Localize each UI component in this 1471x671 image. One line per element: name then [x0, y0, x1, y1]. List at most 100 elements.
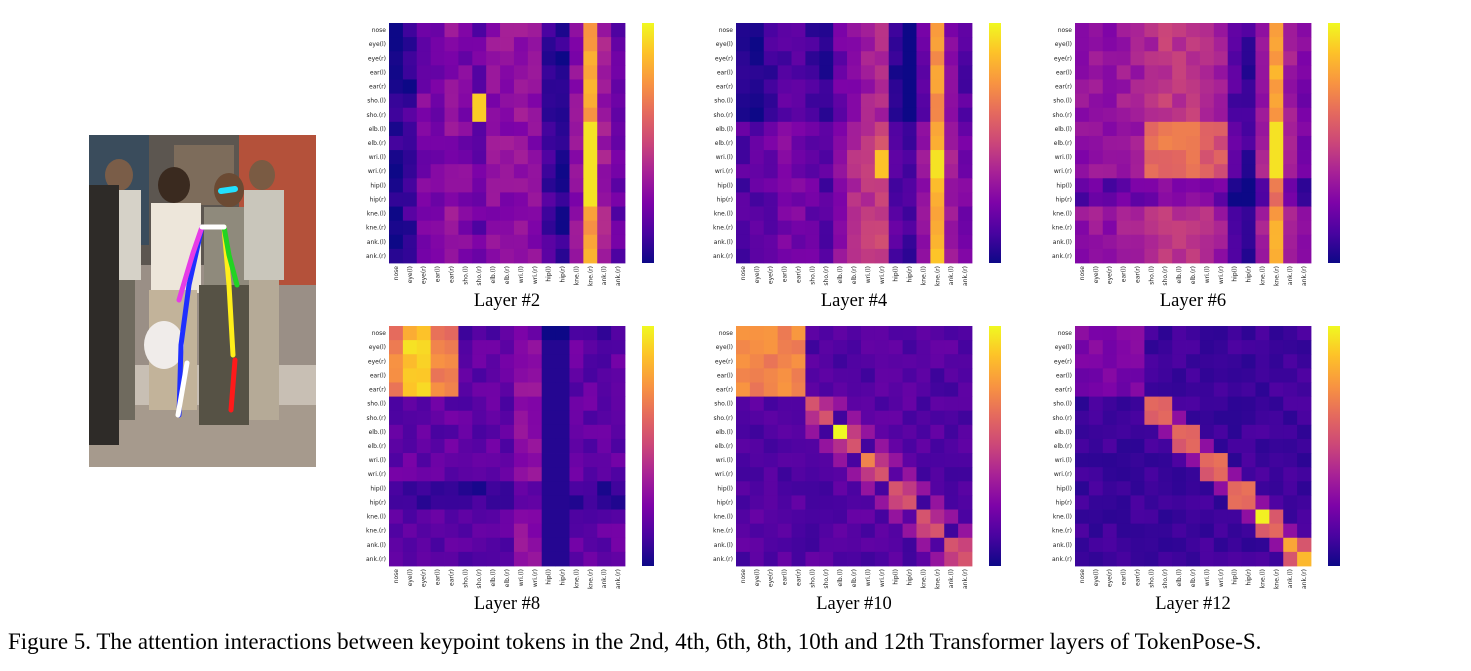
heatmap-cell [847, 93, 862, 109]
heatmap-cell [500, 206, 515, 222]
heatmap-cell [1241, 354, 1256, 369]
heatmap-cell [777, 23, 792, 38]
heatmap-cell [541, 509, 556, 525]
heatmap-cell [472, 79, 487, 94]
heatmap-cell [930, 453, 945, 468]
heatmap-cell [1144, 326, 1159, 341]
y-tick-label: sho.(r) [1052, 415, 1072, 422]
heatmap-cell [1130, 551, 1145, 567]
heatmap-cell [1199, 79, 1215, 94]
heatmap-cell [430, 537, 445, 553]
y-tick-label: hip(r) [1056, 499, 1072, 506]
x-tick-label: nose [740, 266, 747, 281]
heatmap-cell [888, 509, 903, 525]
heatmap-cell [736, 467, 751, 482]
heatmap-cell [555, 481, 570, 496]
heatmap-cell [847, 424, 862, 440]
heatmap-cell [1186, 410, 1201, 426]
heatmap-cell [1227, 178, 1242, 193]
heatmap-cell [583, 396, 598, 412]
heatmap-cell [1241, 206, 1256, 222]
heatmap-cell [1283, 37, 1298, 52]
heatmap-cell [1144, 495, 1159, 510]
heatmap-cell [1075, 382, 1090, 397]
heatmap-cell [541, 326, 556, 341]
heatmap-cell [860, 340, 876, 355]
heatmap-cell [500, 65, 515, 80]
heatmap-cell [1186, 438, 1201, 454]
heatmap-cell [611, 424, 626, 440]
heatmap-cell [860, 178, 876, 193]
heatmap-cell [1116, 192, 1131, 207]
heatmap-cell [860, 509, 876, 525]
heatmap-cell [763, 51, 779, 66]
heatmap-cell [819, 135, 834, 151]
heatmap-cell [791, 178, 806, 193]
heatmap-cell [1199, 424, 1215, 440]
x-tick-label: sho.(l) [809, 266, 816, 285]
heatmap-cell [472, 410, 487, 426]
heatmap-cell [430, 178, 445, 193]
heatmap-cell [874, 340, 890, 355]
heatmap-cell [1130, 206, 1145, 222]
heatmap-cell [833, 206, 848, 222]
x-tick-label: wri.(r) [532, 569, 539, 587]
x-tick-label: kne.(r) [934, 266, 941, 286]
heatmap-cell [874, 79, 890, 94]
heatmap-cell [1269, 495, 1284, 510]
heatmap-cell [777, 37, 792, 52]
heatmap-cell [749, 537, 765, 553]
heatmap-cell [416, 121, 432, 137]
heatmap-cell [1227, 93, 1242, 109]
heatmap-cell [486, 467, 501, 482]
heatmap-cell [1297, 23, 1312, 38]
heatmap-cell [1297, 340, 1312, 355]
heatmap-cell [402, 234, 418, 250]
heatmap-cell [874, 410, 890, 426]
heatmap-cell [500, 23, 515, 38]
heatmap-layer-panel: noseeye(l)eye(r)ear(l)ear(r)sho.(l)sho.(… [713, 23, 1001, 311]
heatmap-cell [486, 107, 501, 123]
heatmap-cell [916, 121, 931, 137]
heatmap-cell [389, 135, 404, 151]
heatmap-cell [1255, 121, 1270, 137]
x-tick-label: sho.(l) [462, 569, 469, 588]
heatmap-cell [1241, 424, 1256, 440]
heatmap-cell [1102, 368, 1118, 383]
heatmap-cell [902, 340, 917, 355]
heatmap-cell [389, 396, 404, 412]
heatmap-cell [736, 192, 751, 207]
heatmap-cell [902, 164, 917, 179]
y-tick-label: elb.(r) [368, 443, 386, 450]
heatmap-cell [749, 178, 765, 193]
heatmap-cell [500, 79, 515, 94]
heatmap-cell [1144, 424, 1159, 440]
heatmap-cell [611, 382, 626, 397]
heatmap-cell [944, 37, 959, 52]
heatmap-cell [833, 150, 848, 165]
heatmap-cell [930, 424, 945, 440]
heatmap-cell [513, 121, 529, 137]
heatmap-cell [513, 424, 529, 440]
heatmap-cell [513, 340, 529, 355]
heatmap-cell [513, 453, 529, 468]
heatmap-cell [389, 368, 404, 383]
heatmap-cell [597, 396, 612, 412]
heatmap-cell [1088, 121, 1104, 137]
y-tick-label: wri.(l) [369, 457, 386, 464]
heatmap-cell [749, 467, 765, 482]
heatmap-cell [389, 424, 404, 440]
heatmap-cell [833, 220, 848, 236]
heatmap-cell [1297, 481, 1312, 496]
heatmap-cell [1102, 326, 1118, 341]
x-tick-label: hip(r) [560, 266, 567, 282]
y-tick-label: ank.(r) [713, 253, 733, 260]
heatmap-cell [1297, 326, 1312, 341]
heatmap-cell [513, 248, 529, 264]
heatmap-cell [1075, 326, 1090, 341]
heatmap-cell [958, 481, 973, 496]
heatmap-cell [402, 326, 418, 341]
heatmap-cell [916, 453, 931, 468]
y-tick-label: sho.(l) [714, 401, 733, 408]
heatmap-cell [1144, 234, 1159, 250]
